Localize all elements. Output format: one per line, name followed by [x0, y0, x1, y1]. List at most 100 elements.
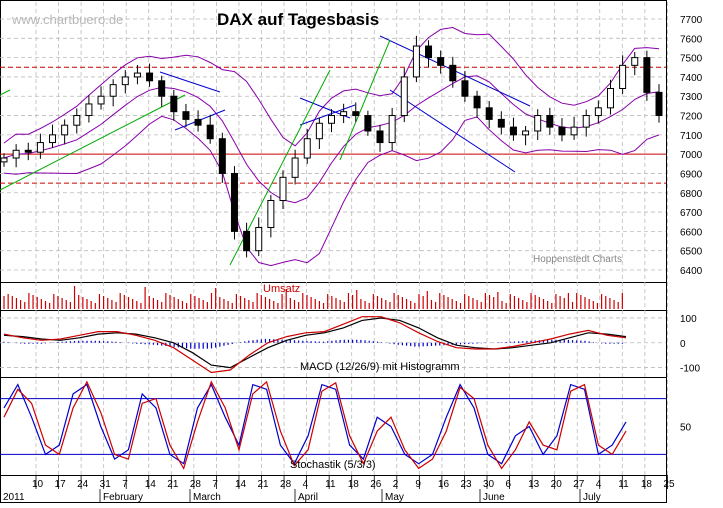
- macd-line: [3, 317, 627, 369]
- candle-body: [12, 149, 20, 159]
- y-tick-label: 6700: [680, 208, 703, 219]
- candle-body: [146, 72, 154, 82]
- x-tick-label: 7: [212, 479, 218, 490]
- candle-body: [158, 80, 166, 97]
- candle-body: [279, 176, 287, 201]
- month-label: June: [483, 492, 505, 503]
- stoch-k-line: [3, 383, 627, 465]
- x-tick-label: 25: [663, 479, 675, 490]
- candle-body: [497, 118, 505, 128]
- candle-body: [388, 115, 396, 144]
- y-tick-label: 7200: [680, 112, 703, 123]
- macd-title: MACD (12/26/9) mit Histogramm: [300, 361, 460, 373]
- candle-body: [36, 142, 44, 153]
- uptrend-line: [339, 39, 391, 161]
- y-tick-label: 7100: [680, 131, 703, 142]
- x-tick-label: 14: [235, 479, 247, 490]
- candle-body: [85, 103, 93, 117]
- candle-body: [509, 126, 517, 136]
- chart-title: DAX auf Tagesbasis: [217, 10, 379, 29]
- candle-body: [437, 57, 445, 66]
- candle-body: [267, 199, 275, 229]
- candle-body: [546, 115, 554, 128]
- trend-line: [159, 71, 221, 93]
- macd-y-label: -100: [680, 364, 700, 375]
- candle-body: [485, 107, 493, 120]
- signal-line: [3, 316, 627, 374]
- x-tick-label: 31: [100, 479, 112, 490]
- x-tick-label: 24: [77, 479, 89, 490]
- month-label: April: [298, 492, 318, 503]
- x-tick-label: 28: [190, 479, 202, 490]
- candle-body: [315, 122, 323, 140]
- volume-bars: [3, 286, 623, 309]
- x-tick-label: 18: [641, 479, 653, 490]
- candle-body: [619, 64, 627, 90]
- candle-body: [376, 130, 384, 144]
- x-axis: 10 17 24 31 7 14 21 28 7 14 21 28 4 11 18 26 2 9 16 23 30 6 13…: [0, 475, 675, 503]
- candle-body: [522, 130, 530, 136]
- month-label: May: [385, 492, 404, 503]
- y-tick-label: 7700: [680, 15, 703, 26]
- candle-body: [133, 72, 141, 78]
- month-label: February: [103, 492, 143, 503]
- candle-body: [425, 45, 433, 59]
- candle-body: [121, 76, 129, 86]
- x-tick-label: 28: [280, 479, 292, 490]
- x-tick-label: 18: [348, 479, 360, 490]
- x-tick-label: 14: [145, 479, 157, 490]
- bollinger-bands: [3, 26, 660, 267]
- x-tick-label: 2: [393, 479, 399, 490]
- x-tick-label: 4: [303, 479, 309, 490]
- panel-frames: [0, 0, 667, 503]
- candle-body: [206, 124, 214, 140]
- candle-body: [0, 157, 8, 163]
- y-tick-label: 6600: [680, 227, 703, 238]
- trend-line: [389, 89, 516, 173]
- bollinger-middle: [3, 75, 660, 204]
- x-tick-label: 10: [32, 479, 44, 490]
- x-tick-label: 20: [551, 479, 563, 490]
- candle-body: [170, 95, 178, 113]
- month-label: July: [583, 492, 601, 503]
- candle-body: [594, 107, 602, 117]
- candle-body: [109, 84, 117, 97]
- candle-body: [449, 64, 457, 82]
- stochastic-panel: [0, 380, 666, 470]
- x-tick-label: 21: [258, 479, 270, 490]
- candle-body: [340, 111, 348, 117]
- x-tick-label: 11: [325, 479, 336, 490]
- candle-body: [606, 88, 614, 109]
- candle-body: [73, 115, 81, 126]
- candle-body: [218, 138, 226, 174]
- y-tick-label: 7300: [680, 92, 703, 103]
- candle-body: [364, 115, 372, 132]
- candle-body: [352, 111, 360, 117]
- candle-body: [303, 138, 311, 159]
- macd-panel: [3, 316, 627, 374]
- x-tick-label: 30: [483, 479, 495, 490]
- candle-body: [97, 95, 105, 105]
- candle-body: [643, 57, 651, 93]
- x-tick-label: 26: [370, 479, 382, 490]
- candle-body: [558, 126, 566, 136]
- watermark: www.chartbuero.de: [11, 12, 123, 27]
- macd-y-label: 0: [680, 339, 686, 350]
- y-tick-label: 7500: [680, 54, 703, 65]
- candle-body: [230, 172, 238, 232]
- y-tick-label: 7000: [680, 150, 703, 161]
- candle-body: [243, 230, 251, 252]
- x-tick-label: 21: [167, 479, 179, 490]
- bollinger-lower: [3, 115, 660, 267]
- x-tick-label: 7: [122, 479, 128, 490]
- uptrend-line: [0, 94, 186, 191]
- candle-body: [400, 76, 408, 117]
- y-axis: 6400 6500 6600 6700 6800 6900 7000 7100 7200 7300…: [680, 15, 703, 434]
- level-lines: [0, 66, 666, 184]
- month-label: 2011: [3, 492, 25, 503]
- candle-body: [655, 91, 663, 117]
- uptrend-line: [0, 89, 11, 96]
- candle-body: [255, 227, 263, 252]
- x-tick-label: 27: [573, 479, 585, 490]
